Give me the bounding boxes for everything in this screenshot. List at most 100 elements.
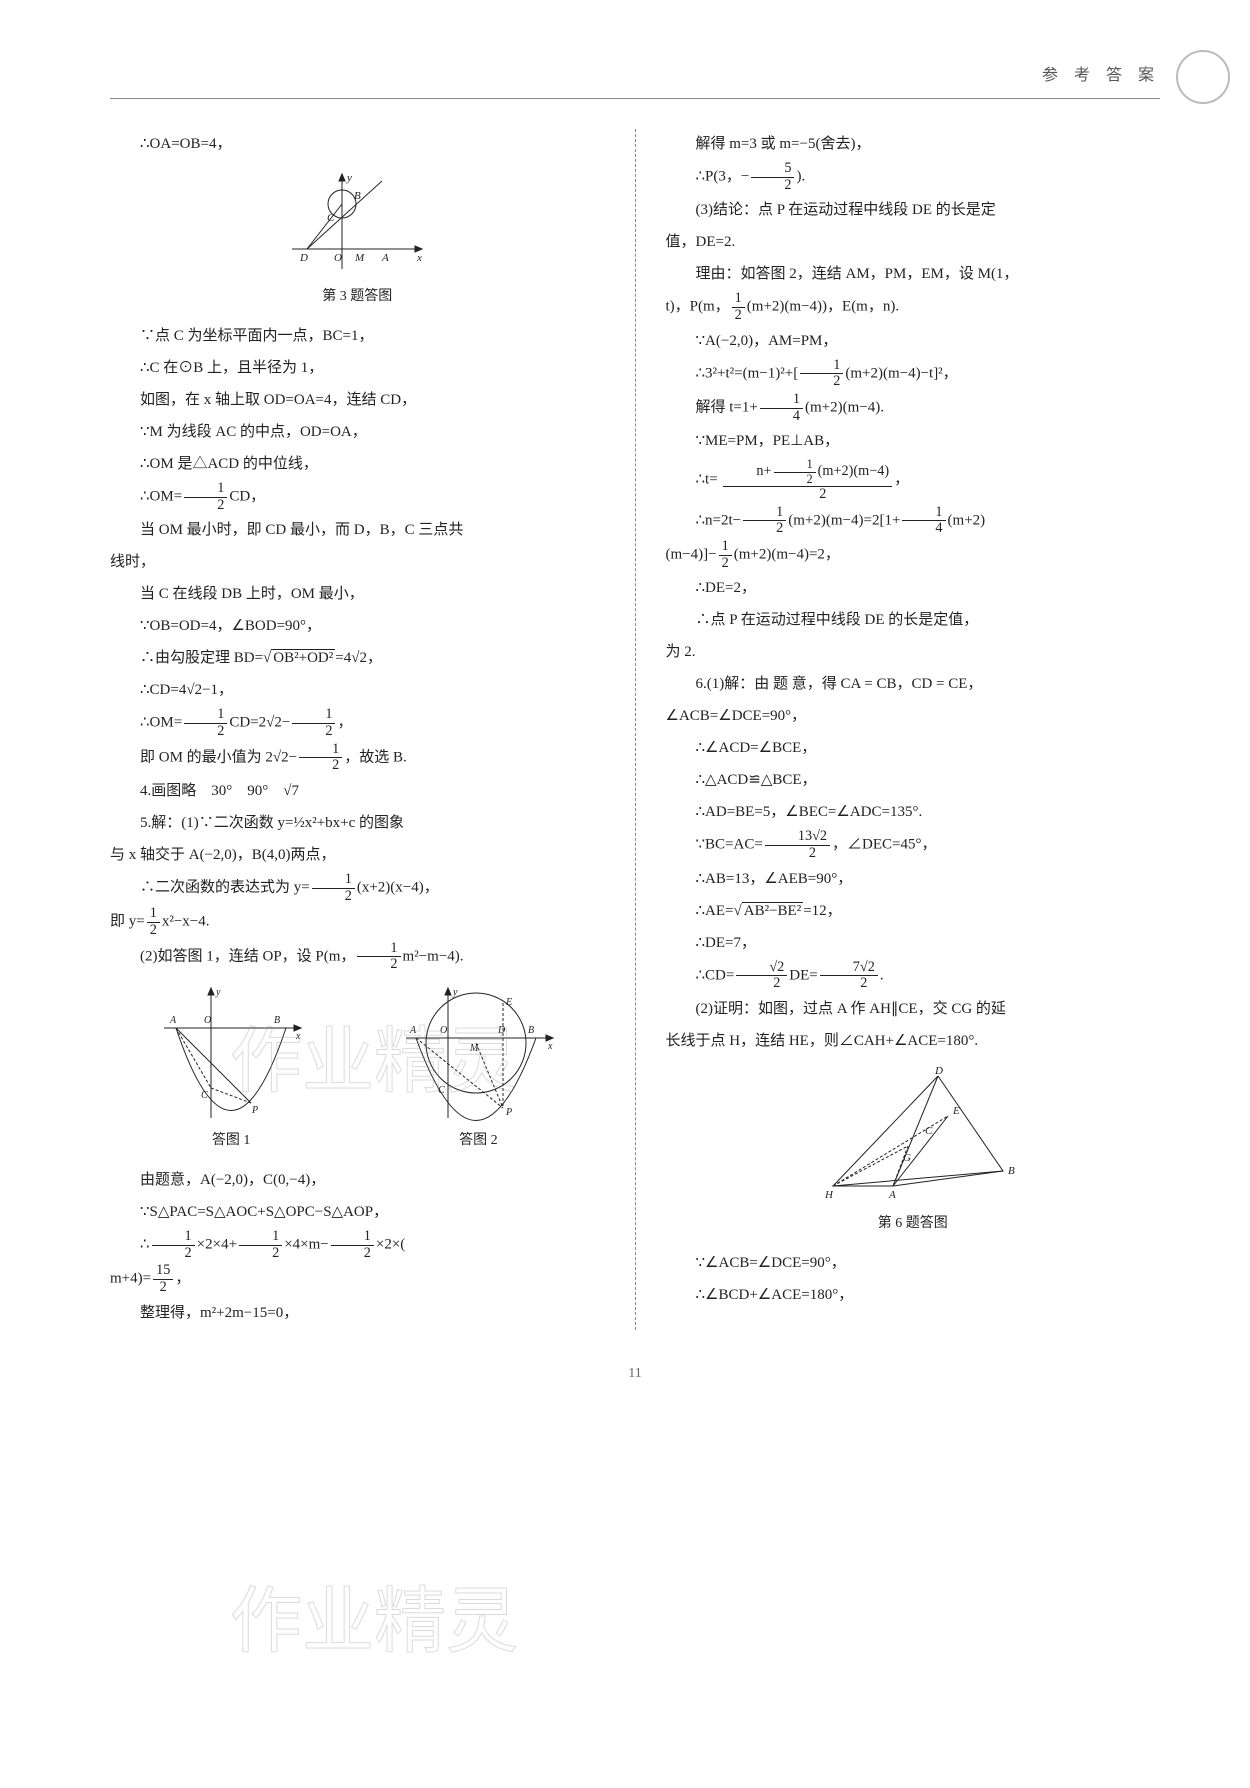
- figure-6: H A B D E C G 第 6 题答图: [666, 1066, 1161, 1238]
- text-line: (3)结论：点 P 在运动过程中线段 DE 的长是定: [666, 195, 1161, 225]
- svg-text:O: O: [440, 1025, 447, 1036]
- text-line: 线时，: [110, 547, 605, 577]
- text-line: ∴12×2×4+12×4×m−12×2×(: [110, 1229, 605, 1261]
- text-line: ∴∠BCD+∠ACE=180°，: [666, 1280, 1161, 1310]
- svg-text:A: A: [169, 1015, 177, 1026]
- text-line: ∴C 在⊙B 上，且半径为 1，: [110, 353, 605, 383]
- text-line: ∴n=2t−12(m+2)(m−4)=2[1+14(m+2): [666, 505, 1161, 537]
- column-divider: [635, 129, 636, 1330]
- text-line: 即 y=12x²−x−4.: [110, 906, 605, 938]
- svg-text:A: A: [381, 252, 389, 264]
- question-6: 6.(1)解：由 题 意，得 CA = CB，CD = CE，: [666, 669, 1161, 699]
- figure-6-caption: 第 6 题答图: [666, 1210, 1161, 1238]
- svg-text:D: D: [934, 1066, 943, 1077]
- svg-text:B: B: [528, 1025, 534, 1036]
- svg-text:E: E: [952, 1105, 960, 1117]
- svg-text:B: B: [274, 1015, 280, 1026]
- text-line: ∴CD=√22DE=7√22.: [666, 960, 1161, 992]
- text-line: 值，DE=2.: [666, 227, 1161, 257]
- text-line: ∴AD=BE=5，∠BEC=∠ADC=135°.: [666, 797, 1161, 827]
- svg-text:C: C: [327, 212, 335, 224]
- text-line: ∴3²+t²=(m−1)²+[12(m+2)(m−4)−t]²，: [666, 358, 1161, 390]
- fig-a2-caption: 答图 2: [398, 1127, 558, 1155]
- text-line: 整理得，m²+2m−15=0，: [110, 1298, 605, 1328]
- text-line: ∵M 为线段 AC 的中点，OD=OA，: [110, 417, 605, 447]
- text-line: (m−4)]−12(m+2)(m−4)=2，: [666, 539, 1161, 571]
- svg-text:O: O: [334, 252, 342, 264]
- svg-text:P: P: [251, 1105, 258, 1116]
- text-line: ∴CD=4√2−1，: [110, 675, 605, 705]
- text-line: ∴AE=√AB²−BE²=12，: [666, 896, 1161, 926]
- svg-text:D: D: [497, 1025, 506, 1036]
- svg-text:C: C: [201, 1090, 208, 1101]
- figure-pair-a: A O Bx y C P 答图 1: [110, 983, 605, 1155]
- text-line: ∵点 C 为坐标平面内一点，BC=1，: [110, 321, 605, 351]
- svg-text:A: A: [888, 1189, 896, 1201]
- text-line: 理由：如答图 2，连结 AM，PM，EM，设 M(1，: [666, 259, 1161, 289]
- text-line: ∴OA=OB=4，: [110, 129, 605, 159]
- text-line: 为 2.: [666, 637, 1161, 667]
- text-line: ∵OB=OD=4，∠BOD=90°，: [110, 611, 605, 641]
- text-line: ∴AB=13，∠AEB=90°，: [666, 864, 1161, 894]
- text-line: ∵BC=AC=13√22，∠DEC=45°，: [666, 829, 1161, 861]
- svg-text:C: C: [925, 1125, 933, 1137]
- text-line: (2)如答图 1，连结 OP，设 P(m，12m²−m−4).: [110, 941, 605, 973]
- text-line: ∴P(3，−52).: [666, 161, 1161, 193]
- svg-text:D: D: [299, 252, 308, 264]
- text-line: ∴二次函数的表达式为 y=12(x+2)(x−4)，: [110, 872, 605, 904]
- svg-text:y: y: [346, 172, 352, 184]
- text-line: 长线于点 H，连结 HE，则∠CAH+∠ACE=180°.: [666, 1026, 1161, 1056]
- text-line: ∵S△PAC=S△AOC+S△OPC−S△AOP，: [110, 1197, 605, 1227]
- svg-text:x: x: [295, 1031, 301, 1042]
- text-line: ∴OM=12CD=2√2−12，: [110, 707, 605, 739]
- svg-text:M: M: [354, 252, 365, 264]
- svg-text:y: y: [215, 987, 221, 998]
- text-line: m+4)=152，: [110, 1263, 605, 1295]
- svg-text:O: O: [204, 1015, 211, 1026]
- svg-text:H: H: [824, 1189, 834, 1201]
- text-line: ∴DE=2，: [666, 573, 1161, 603]
- svg-text:x: x: [416, 252, 422, 264]
- text-line: ∴OM=12CD，: [110, 481, 605, 513]
- text-line: ∠ACB=∠DCE=90°，: [666, 701, 1161, 731]
- svg-text:M: M: [469, 1043, 479, 1054]
- text-line: ∵A(−2,0)，AM=PM，: [666, 326, 1161, 356]
- text-line: ∴t= n+12(m+2)(m−4) 2 ，: [666, 458, 1161, 502]
- text-line: ∴∠ACD=∠BCE，: [666, 733, 1161, 763]
- svg-text:A: A: [409, 1025, 417, 1036]
- text-line: 与 x 轴交于 A(−2,0)，B(4,0)两点，: [110, 840, 605, 870]
- figure-3: D O M A x y B C 第 3 题答图: [110, 169, 605, 311]
- svg-text:B: B: [354, 190, 361, 202]
- text-line: 如图，在 x 轴上取 OD=OA=4，连结 CD，: [110, 385, 605, 415]
- svg-text:G: G: [903, 1152, 911, 1164]
- text-line: ∴OM 是△ACD 的中位线，: [110, 449, 605, 479]
- page-header: 参 考 答 案: [110, 60, 1160, 99]
- two-column-content: ∴OA=OB=4， D O M A x y: [110, 129, 1160, 1330]
- svg-text:y: y: [452, 987, 458, 998]
- text-line: ∵ME=PM，PE⊥AB，: [666, 426, 1161, 456]
- fig-a1-caption: 答图 1: [156, 1127, 306, 1155]
- svg-text:P: P: [505, 1107, 512, 1118]
- page-number: 11: [110, 1360, 1160, 1388]
- text-line: ∴△ACD≌△BCE，: [666, 765, 1161, 795]
- svg-text:B: B: [1008, 1165, 1015, 1177]
- question-4: 4.画图略 30° 90° √7: [110, 776, 605, 806]
- figure-3-caption: 第 3 题答图: [110, 283, 605, 311]
- right-column: 解得 m=3 或 m=−5(舍去)， ∴P(3，−52). (3)结论：点 P …: [666, 129, 1161, 1330]
- svg-text:C: C: [438, 1085, 445, 1096]
- svg-text:x: x: [547, 1041, 553, 1052]
- text-line: (2)证明：如图，过点 A 作 AH∥CE，交 CG 的延: [666, 994, 1161, 1024]
- text-line: ∴DE=7，: [666, 928, 1161, 958]
- watermark-2: 作业精灵: [230, 1550, 518, 1694]
- question-5: 5.解：(1)∵二次函数 y=½x²+bx+c 的图象: [110, 808, 605, 838]
- text-line: ∴点 P 在运动过程中线段 DE 的长是定值，: [666, 605, 1161, 635]
- text-line: 由题意，A(−2,0)，C(0,−4)，: [110, 1165, 605, 1195]
- text-line: 解得 t=1+14(m+2)(m−4).: [666, 392, 1161, 424]
- text-line: 当 C 在线段 DB 上时，OM 最小，: [110, 579, 605, 609]
- text-line: 当 OM 最小时，即 CD 最小，而 D，B，C 三点共: [110, 515, 605, 545]
- left-column: ∴OA=OB=4， D O M A x y: [110, 129, 605, 1330]
- header-title: 参 考 答 案: [1042, 67, 1160, 84]
- text-line: ∵∠ACB=∠DCE=90°，: [666, 1248, 1161, 1278]
- svg-text:E: E: [505, 997, 512, 1008]
- text-line: t)，P(m，12(m+2)(m−4))，E(m，n).: [666, 291, 1161, 323]
